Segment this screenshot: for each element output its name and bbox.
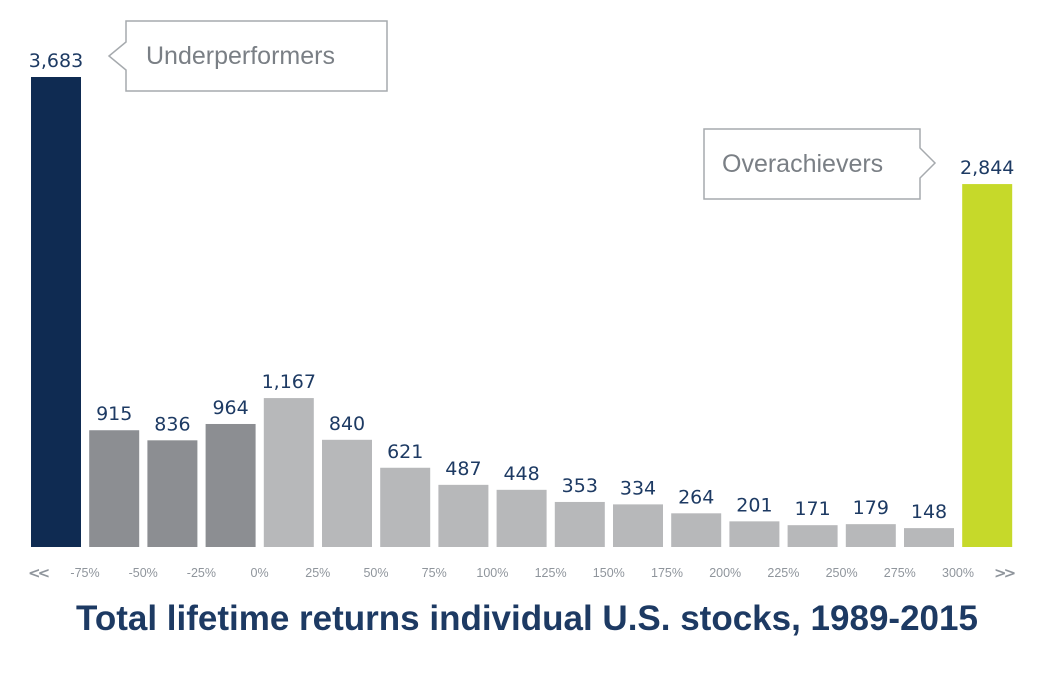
bar-value-label: 840 <box>329 413 365 435</box>
bar-value-label: 2,844 <box>960 157 1014 179</box>
x-tick-label: 50% <box>363 566 388 580</box>
x-tick-label: -25% <box>187 566 216 580</box>
bar-value-label: 1,167 <box>262 371 316 393</box>
bar <box>147 440 198 547</box>
underperformers-callout-box <box>107 20 388 92</box>
bar-value-label: 148 <box>911 501 947 523</box>
overachievers-callout: Overachievers <box>703 128 937 200</box>
underperformers-label: Underperformers <box>146 42 335 70</box>
tick-labels-group: -75% -50% -25% 0% 25% 50% 75% 100% 125% 150% 175% 2… <box>70 566 974 580</box>
x-tick-label: 150% <box>593 566 625 580</box>
bar <box>31 77 81 547</box>
bar-value-label: 171 <box>794 498 830 520</box>
bar-value-label: 915 <box>96 403 132 425</box>
bar <box>554 501 605 547</box>
bar-value-label: 836 <box>154 413 190 435</box>
x-tick-label: 100% <box>476 566 508 580</box>
bar-value-label: 179 <box>853 497 889 519</box>
bar <box>322 439 372 547</box>
value-labels-group: 3,683 915 836 964 1,167 840 621 487 448 353 334 264… <box>29 50 1015 523</box>
bar <box>845 524 896 547</box>
left-arrows-icon: << <box>28 564 49 582</box>
bar <box>729 521 780 547</box>
x-tick-label: 300% <box>942 566 974 580</box>
x-tick-label: -50% <box>129 566 158 580</box>
overachievers-label: Overachievers <box>722 150 883 178</box>
bar <box>263 398 314 547</box>
x-tick-label: 75% <box>422 566 447 580</box>
bar-value-label: 3,683 <box>29 50 83 72</box>
bar <box>205 423 256 547</box>
bar-value-label: 334 <box>620 477 656 499</box>
bar <box>671 513 722 547</box>
x-tick-label: 25% <box>305 566 330 580</box>
x-tick-label: 0% <box>251 566 269 580</box>
x-tick-label: 175% <box>651 566 683 580</box>
x-tick-label: -75% <box>70 566 99 580</box>
bar-value-label: 201 <box>736 494 772 516</box>
underperformers-callout: Underperformers <box>107 20 388 92</box>
overachievers-callout-box <box>703 128 937 200</box>
bar-value-label: 353 <box>562 475 598 497</box>
bars-group <box>31 77 1013 547</box>
bar <box>380 467 431 547</box>
bar <box>787 525 838 547</box>
x-tick-label: 250% <box>826 566 858 580</box>
x-tick-label: 275% <box>884 566 916 580</box>
bar <box>496 489 547 547</box>
right-arrows-icon: >> <box>994 564 1015 582</box>
bar-value-label: 264 <box>678 486 714 508</box>
bar <box>962 184 1013 547</box>
x-tick-label: 200% <box>709 566 741 580</box>
bar-value-label: 964 <box>212 397 248 419</box>
x-tick-label: 225% <box>767 566 799 580</box>
bar-value-label: 621 <box>387 441 423 463</box>
x-tick-label: 125% <box>535 566 567 580</box>
bar-value-label: 448 <box>503 463 539 485</box>
chart-title: Total lifetime returns individual U.S. s… <box>76 599 978 638</box>
bar <box>438 484 489 547</box>
bar <box>89 430 140 547</box>
bar-value-label: 487 <box>445 458 481 480</box>
bar <box>904 528 954 547</box>
bar <box>613 504 663 547</box>
